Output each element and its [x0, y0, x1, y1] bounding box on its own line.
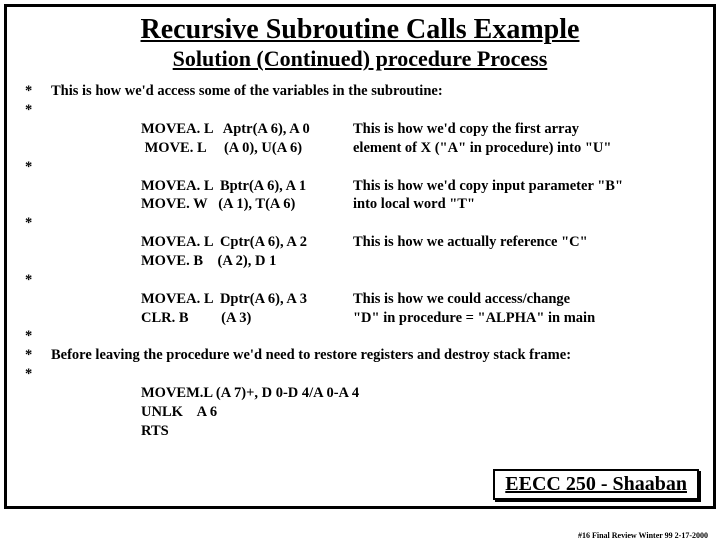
- code-line: UNLK A 6: [141, 403, 353, 422]
- code-line: MOVE. W (A 1), T(A 6): [141, 195, 353, 214]
- star-marker: *: [25, 158, 51, 177]
- intro-text: This is how we'd access some of the vari…: [51, 82, 443, 101]
- small-footer: #16 Final Review Winter 99 2-17-2000: [578, 531, 708, 540]
- code-line: RTS: [141, 422, 353, 441]
- code-desc: into local word "T": [353, 195, 695, 214]
- code-desc: This is how we'd copy the first array: [353, 120, 695, 139]
- code-desc: This is how we could access/change: [353, 290, 695, 309]
- code-line: MOVEA. L Bptr(A 6), A 1: [141, 177, 353, 196]
- star-marker: *: [25, 82, 51, 101]
- code-desc: This is how we'd copy input parameter "B…: [353, 177, 695, 196]
- slide-title: Recursive Subroutine Calls Example: [25, 15, 695, 44]
- star-marker: *: [25, 214, 51, 233]
- code-line: MOVE. B (A 2), D 1: [141, 252, 353, 271]
- code-line: MOVE. L (A 0), U(A 6): [141, 139, 353, 158]
- code-desc: "D" in procedure = "ALPHA" in main: [353, 309, 695, 328]
- code-line: MOVEM.L (A 7)+, D 0-D 4/A 0-A 4: [141, 384, 353, 403]
- star-marker: *: [25, 271, 51, 290]
- intro-row: * This is how we'd access some of the va…: [25, 82, 695, 101]
- slide-frame: Recursive Subroutine Calls Example Solut…: [4, 4, 716, 509]
- star-marker: *: [25, 327, 51, 346]
- code-desc: This is how we actually reference "C": [353, 233, 695, 252]
- code-line: MOVEA. L Cptr(A 6), A 2: [141, 233, 353, 252]
- slide-content: * This is how we'd access some of the va…: [25, 82, 695, 440]
- code-line: MOVEA. L Aptr(A 6), A 0: [141, 120, 353, 139]
- code-desc: element of X ("A" in procedure) into "U": [353, 139, 695, 158]
- code-line: CLR. B (A 3): [141, 309, 353, 328]
- code-line: MOVEA. L Dptr(A 6), A 3: [141, 290, 353, 309]
- restore-note: Before leaving the procedure we'd need t…: [51, 346, 571, 365]
- footer-box: EECC 250 - Shaaban: [493, 469, 699, 500]
- star-marker: *: [25, 101, 51, 120]
- slide-subtitle: Solution (Continued) procedure Process: [25, 46, 695, 72]
- star-marker: *: [25, 346, 51, 365]
- star-marker: *: [25, 365, 51, 384]
